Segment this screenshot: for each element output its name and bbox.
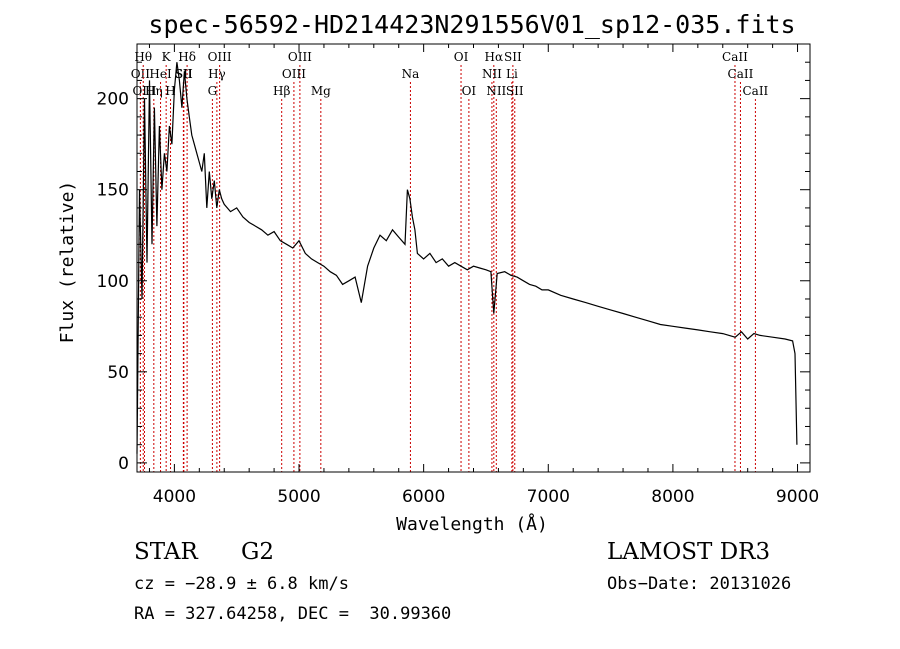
- spectral-line-label: G: [208, 84, 218, 98]
- x-tick-label: 7000: [527, 487, 570, 507]
- y-tick-label: 150: [97, 181, 129, 201]
- object-subclass-label: G2: [241, 539, 275, 565]
- x-tick-label: 4000: [153, 487, 196, 507]
- object-class-label: STAR: [134, 539, 198, 565]
- axis-ticks: 4000 5000 6000 7000 8000 9000 0 50 100 150 200: [97, 44, 819, 507]
- coordinates-text: RA = 327.64258, DEC = 30.99360: [134, 604, 452, 624]
- chart-title: spec-56592-HD214423N291556V01_sp12-035.f…: [148, 10, 795, 39]
- spectral-line-label: Hβ: [273, 84, 290, 98]
- x-axis-label: Wavelength (Å): [396, 513, 548, 535]
- spectral-line-label: Hα: [485, 50, 504, 64]
- y-axis-label: Flux (relative): [57, 181, 78, 344]
- spectral-line-label: K: [162, 50, 172, 64]
- y-tick-label: 200: [97, 90, 129, 110]
- y-tick-label: 50: [107, 363, 129, 383]
- y-tick-label: 0: [118, 454, 129, 474]
- x-tick-label: 5000: [277, 487, 320, 507]
- spectral-line-label: Hθ: [134, 50, 152, 64]
- redshift-text: cz = −28.9 ± 6.8 km/s: [134, 574, 349, 594]
- survey-label: LAMOST DR3: [607, 539, 771, 565]
- spectral-line-label: OI: [462, 84, 477, 98]
- spectral-line-label: Hη: [145, 84, 163, 98]
- spectrum-series-line: [136, 62, 798, 454]
- y-tick-label: 100: [97, 272, 129, 292]
- spectral-line-label: OIII: [132, 84, 156, 98]
- spectral-line-label: OIII: [208, 50, 232, 64]
- x-tick-label: 6000: [402, 487, 445, 507]
- spectral-line-label: Hδ: [178, 50, 196, 64]
- spectral-line-label: Mg: [311, 84, 331, 98]
- x-tick-label: 8000: [651, 487, 694, 507]
- spectral-line-label: H: [165, 84, 175, 98]
- plot-frame: [136, 43, 811, 473]
- spectral-line-label: SII: [504, 50, 522, 64]
- obs-date-text: Obs−Date: 20131026: [607, 574, 792, 594]
- x-tick-label: 9000: [776, 487, 819, 507]
- spectral-line-label: CaII: [728, 67, 754, 81]
- spectral-line-label: OI: [454, 50, 469, 64]
- spectral-line-label: Hγ: [208, 67, 226, 81]
- spectral-line-label: HeI: [149, 67, 172, 81]
- spectral-line-label: CaII: [722, 50, 748, 64]
- spectral-line-label: SII: [506, 84, 524, 98]
- spectral-line-label: CaII: [742, 84, 768, 98]
- spectral-line-label: NII: [486, 84, 506, 98]
- spectral-line-label: OII: [131, 67, 151, 81]
- spectral-line-label: Li: [506, 67, 518, 81]
- spectral-line-label: OIII: [282, 67, 306, 81]
- spectral-line-label: OIII: [288, 50, 312, 64]
- spectral-line-label: Na: [402, 67, 420, 81]
- spectral-line-label: NII: [482, 67, 502, 81]
